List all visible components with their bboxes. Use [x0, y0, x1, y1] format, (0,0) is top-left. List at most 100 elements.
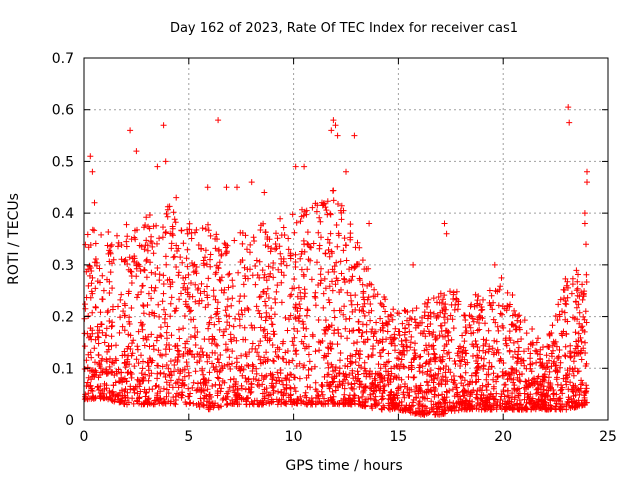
data-point	[557, 359, 564, 366]
data-point	[469, 405, 476, 412]
data-point	[496, 402, 503, 409]
data-point	[389, 316, 396, 323]
data-point	[172, 393, 179, 400]
data-point	[528, 368, 535, 375]
data-point	[467, 391, 474, 398]
data-point	[445, 328, 452, 335]
data-point	[262, 298, 268, 305]
data-point	[239, 372, 246, 379]
data-point	[440, 365, 447, 371]
data-point	[86, 395, 93, 402]
y-axis-label: ROTI / TECUs	[6, 193, 22, 285]
data-point	[223, 184, 230, 191]
data-point	[561, 287, 568, 293]
data-point	[89, 168, 96, 175]
data-point	[224, 319, 231, 326]
data-point	[212, 271, 219, 278]
data-point	[309, 401, 316, 408]
data-point	[352, 264, 359, 270]
data-point	[319, 202, 326, 209]
data-point	[168, 332, 175, 339]
data-point	[461, 392, 468, 399]
data-point	[407, 315, 413, 322]
data-point	[397, 407, 404, 413]
data-point	[103, 369, 110, 376]
data-point	[416, 354, 423, 361]
data-point	[192, 334, 199, 341]
data-point	[133, 273, 140, 280]
data-point	[203, 261, 210, 268]
data-point	[304, 306, 311, 313]
data-point	[117, 314, 124, 321]
data-point	[295, 284, 302, 291]
data-point	[224, 296, 231, 303]
data-point	[387, 392, 394, 399]
data-point	[442, 333, 448, 340]
data-point	[456, 402, 463, 408]
data-point	[140, 401, 147, 408]
data-point	[446, 399, 453, 406]
data-point	[369, 326, 376, 333]
data-point	[299, 248, 305, 255]
data-point	[447, 288, 453, 295]
data-point	[433, 335, 440, 342]
data-point	[491, 402, 497, 409]
data-point	[354, 339, 361, 346]
data-point	[276, 243, 283, 250]
data-point	[222, 307, 229, 314]
data-point	[197, 345, 204, 352]
data-point	[566, 119, 573, 126]
data-point	[137, 268, 144, 274]
data-point	[143, 256, 150, 263]
data-point	[178, 290, 184, 297]
data-point	[305, 366, 312, 373]
data-point	[493, 338, 500, 345]
data-point	[204, 358, 211, 365]
data-point	[133, 397, 140, 404]
data-point	[554, 368, 561, 375]
data-point	[447, 312, 454, 319]
data-point	[432, 356, 439, 362]
data-point	[427, 372, 433, 379]
data-point	[582, 308, 589, 315]
data-point	[256, 310, 263, 317]
data-point	[255, 377, 262, 384]
data-point	[396, 374, 402, 381]
data-point	[384, 328, 391, 335]
data-point	[328, 127, 335, 134]
data-point	[534, 350, 541, 357]
data-point	[441, 292, 448, 299]
data-point	[266, 400, 273, 407]
data-point	[497, 310, 504, 317]
data-point	[144, 302, 151, 308]
data-point	[503, 307, 510, 314]
data-point	[265, 295, 272, 301]
data-point	[104, 309, 111, 316]
data-point	[171, 362, 178, 368]
data-point	[315, 229, 322, 236]
data-point	[134, 226, 140, 233]
data-point	[440, 347, 447, 354]
data-point	[125, 288, 132, 295]
data-point	[340, 247, 347, 254]
data-point	[148, 331, 155, 338]
data-point	[262, 317, 269, 324]
data-point	[341, 235, 348, 242]
data-point	[354, 239, 361, 246]
data-point	[99, 296, 106, 303]
data-point	[383, 336, 390, 343]
data-point	[378, 376, 385, 382]
data-point	[293, 304, 299, 311]
data-point	[96, 265, 103, 272]
data-point	[476, 312, 483, 319]
data-point	[106, 258, 113, 265]
data-point	[304, 266, 311, 273]
data-point	[416, 368, 423, 375]
data-point	[332, 383, 339, 390]
data-point	[307, 384, 314, 391]
data-point	[217, 277, 224, 284]
data-point	[441, 220, 448, 227]
data-point	[300, 398, 307, 405]
data-point	[164, 335, 170, 342]
data-point	[580, 313, 587, 320]
